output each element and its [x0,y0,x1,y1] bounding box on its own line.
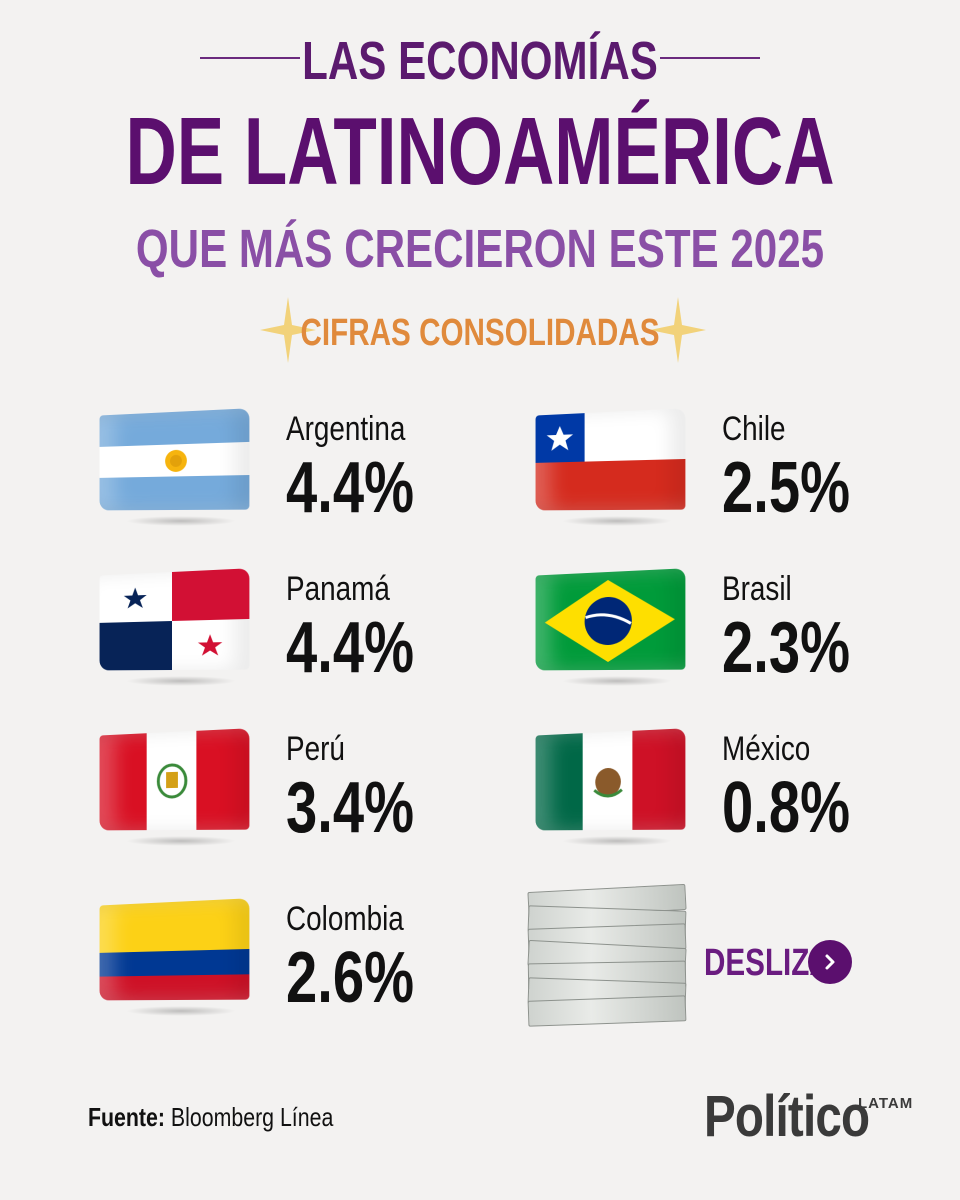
source-value: Bloomberg Línea [170,1102,334,1132]
growth-value: 2.5% [722,448,851,528]
country-name: Brasil [722,570,792,608]
country-name: Chile [722,410,786,448]
title-line-1: LAS ECONOMÍAS [302,31,658,91]
swipe-next-button[interactable] [808,940,852,984]
growth-value: 2.6% [286,938,415,1018]
title-divider-left [200,57,300,59]
flag-panama [96,568,252,686]
country-name: México [722,730,811,768]
flag-peru [96,728,252,846]
country-name: Argentina [286,410,406,448]
subtitle: CIFRAS CONSOLIDADAS [300,312,660,354]
growth-value: 2.3% [722,608,851,688]
source-credit: Fuente: Bloomberg Línea [88,1102,333,1133]
flag-colombia [96,898,252,1016]
brand-logo: Político [704,1084,870,1149]
country-name: Colombia [286,900,404,938]
country-name: Perú [286,730,345,768]
source-label: Fuente: [88,1102,165,1132]
country-name: Panamá [286,570,390,608]
sparkle-icon [260,297,316,363]
flag-argentina [96,408,252,526]
flag-brazil [532,568,688,686]
sparkle-icon [650,297,706,363]
flag-mexico [532,728,688,846]
chevron-right-icon [825,954,835,970]
growth-value: 4.4% [286,608,415,688]
growth-value: 3.4% [286,768,415,848]
title-line-2: DE LATINOAMÉRICA [125,98,835,205]
title-divider-right [660,57,760,59]
flag-chile [532,408,688,526]
growth-value: 4.4% [286,448,415,528]
title-line-3: QUE MÁS CRECIERON ESTE 2025 [135,219,825,279]
growth-value: 0.8% [722,768,851,848]
money-stack-image [527,883,688,1028]
logo-tag: LATAM [858,1095,914,1112]
